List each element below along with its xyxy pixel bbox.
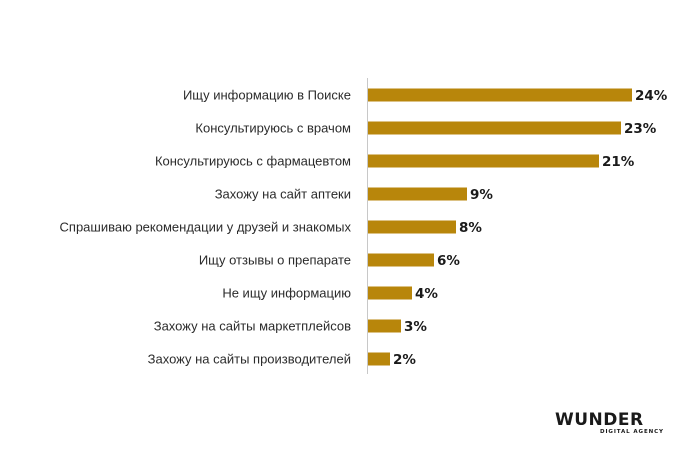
- value-label-6: 6%: [437, 253, 460, 269]
- value-label-1: 24%: [635, 88, 668, 104]
- category-label-6: Ищу отзывы о препарате: [199, 253, 351, 268]
- category-label-8: Захожу на сайты маркетплейсов: [154, 319, 351, 334]
- bar-9: [368, 352, 390, 366]
- wunder-logo: WUNDER DIGITAL AGENCY: [555, 410, 664, 435]
- value-labels-group: 24% 23% 21% 9% 8% 6% 4% 3% 2%: [393, 88, 668, 368]
- bars-group: [368, 88, 632, 366]
- value-label-4: 9%: [470, 187, 493, 203]
- category-labels-group: Ищу информацию в Поиске Консультируюсь с …: [60, 88, 352, 367]
- value-label-5: 8%: [459, 220, 482, 236]
- category-label-4: Захожу на сайт аптеки: [215, 187, 351, 202]
- bar-1: [368, 88, 632, 102]
- category-label-3: Консультируюсь с фармацевтом: [155, 154, 351, 169]
- bar-6: [368, 253, 434, 267]
- category-label-9: Захожу на сайты производителей: [148, 352, 351, 367]
- category-label-2: Консультируюсь с врачом: [195, 121, 351, 136]
- bar-3: [368, 154, 599, 168]
- category-label-1: Ищу информацию в Поиске: [183, 88, 351, 103]
- logo-subtitle: DIGITAL AGENCY: [600, 429, 664, 435]
- bar-5: [368, 220, 456, 234]
- value-label-8: 3%: [404, 319, 427, 335]
- value-label-3: 21%: [602, 154, 635, 170]
- value-label-9: 2%: [393, 352, 416, 368]
- bar-2: [368, 121, 621, 135]
- bar-4: [368, 187, 467, 201]
- category-label-5: Спрашиваю рекомендации у друзей и знаком…: [60, 220, 352, 235]
- category-label-7: Не ищу информацию: [222, 286, 351, 301]
- bar-8: [368, 319, 401, 333]
- value-label-2: 23%: [624, 121, 657, 137]
- logo-text: WUNDER: [555, 410, 644, 430]
- bar-7: [368, 286, 412, 300]
- value-label-7: 4%: [415, 286, 438, 302]
